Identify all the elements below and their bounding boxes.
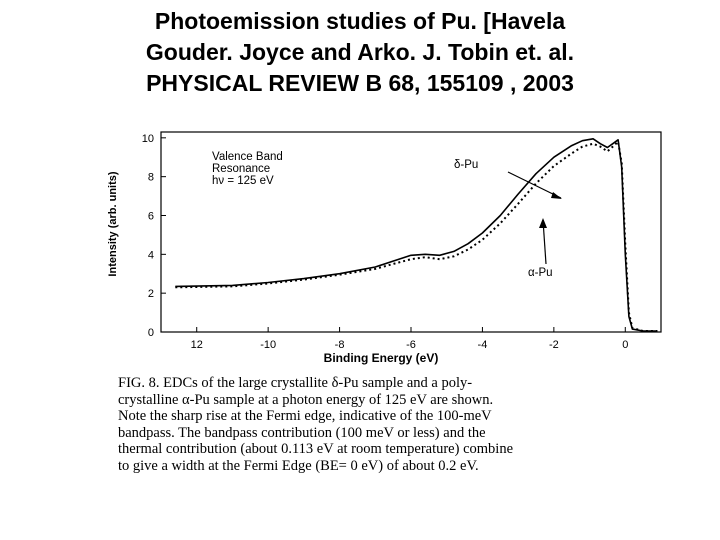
y-tick-label: 0 <box>148 327 154 339</box>
annotation-line-3: hν = 125 eV <box>212 175 274 187</box>
annotation-line-1: Valence Band <box>212 151 283 163</box>
y-tick-label: 4 <box>148 249 154 261</box>
x-ticks: 12 -10 -8 -6 -4 -2 0 <box>191 327 628 351</box>
title-line-2: Gouder. Joyce and Arko. J. Tobin et. al. <box>145 39 575 65</box>
caption-line-1: FIG. 8. EDCs of the large crystallite δ-… <box>118 375 473 391</box>
x-tick-label: -6 <box>406 339 416 351</box>
series-group <box>175 137 658 332</box>
x-tick-label: 12 <box>191 339 203 351</box>
caption-line-4: bandpass. The bandpass contribution (100… <box>118 424 486 441</box>
y-axis-label: Intensity (arb. units) <box>107 171 119 276</box>
delta-pu-label: δ-Pu <box>454 159 478 171</box>
delta-pu-arrow <box>507 171 562 199</box>
x-tick-label: -4 <box>478 339 488 351</box>
slide-title: Photoemission studies of Pu. [Havela Gou… <box>0 6 720 99</box>
x-axis-label: Binding Energy (eV) <box>324 351 439 365</box>
alpha-pu-line <box>175 140 658 332</box>
figure-caption: FIG. 8. EDCs of the large crystallite δ-… <box>118 375 678 475</box>
y-ticks: 0 2 4 6 8 10 <box>142 133 166 339</box>
delta-pu-label-group: δ-Pu <box>454 159 562 199</box>
x-tick-label: 0 <box>622 339 628 351</box>
annotation: Valence Band Resonance hν = 125 eV <box>212 151 283 187</box>
delta-pu-line <box>175 137 658 332</box>
alpha-pu-label: α-Pu <box>528 267 553 279</box>
edc-plot: 0 2 4 6 8 10 12 -10 -8 -6 -4 -2 0 Intensity (arb. u… <box>107 131 662 365</box>
title-line-1: Photoemission studies of Pu. [Havela <box>154 8 566 34</box>
x-tick-label: -2 <box>549 339 559 351</box>
annotation-line-2: Resonance <box>212 163 270 175</box>
y-tick-label: 10 <box>142 133 154 145</box>
x-tick-label: -10 <box>260 339 276 351</box>
title-line-3: PHYSICAL REVIEW B 68, 155109 , 2003 <box>146 70 574 96</box>
alpha-pu-label-group: α-Pu <box>528 218 553 279</box>
x-tick-label: -8 <box>335 339 345 351</box>
caption-line-3: Note the sharp rise at the Fermi edge, i… <box>118 408 492 425</box>
y-tick-label: 8 <box>148 172 154 184</box>
delta-pu-arrowhead <box>551 192 562 199</box>
y-tick-label: 2 <box>148 288 154 300</box>
caption-line-6: to give a width at the Fermi Edge (BE= 0… <box>118 457 479 474</box>
caption-line-5: thermal contribution (about 0.113 eV at … <box>118 441 514 458</box>
y-tick-label: 6 <box>148 210 154 222</box>
caption-line-2: crystalline α-Pu sample at a photon ener… <box>118 391 494 408</box>
alpha-pu-arrowhead <box>539 218 547 228</box>
